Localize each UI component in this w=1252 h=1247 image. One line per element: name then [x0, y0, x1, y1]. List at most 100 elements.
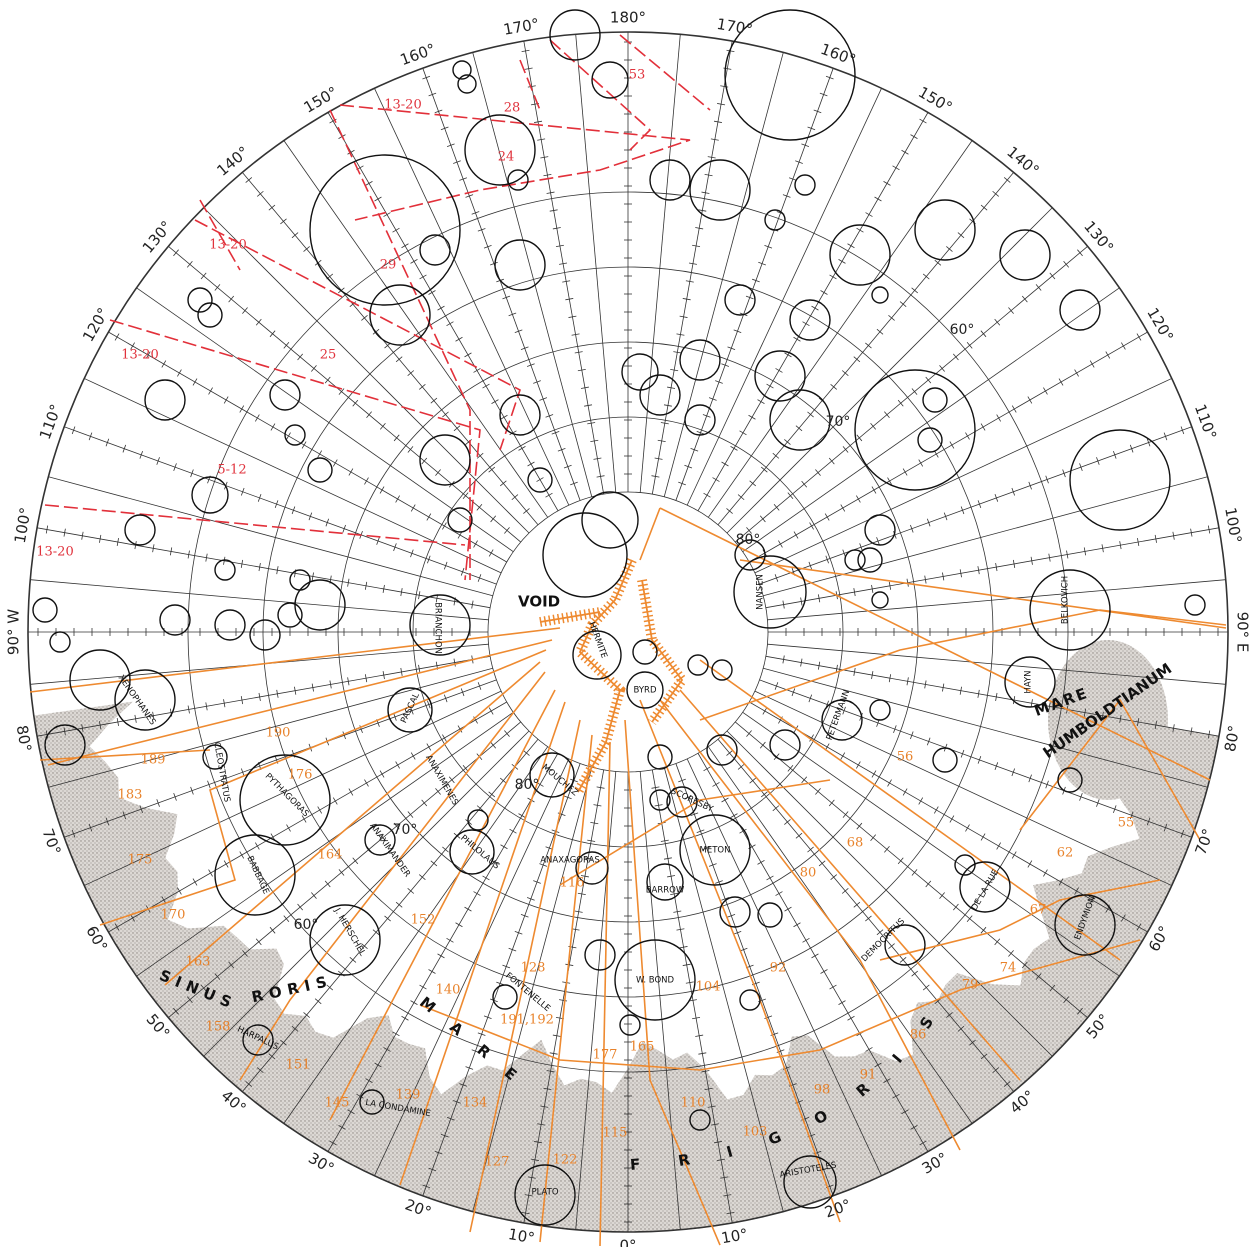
meridian [763, 476, 1208, 597]
meridian-tick [421, 457, 428, 465]
crater [499, 394, 541, 436]
meridian-tick [676, 928, 685, 931]
meridian-tick [130, 914, 135, 922]
meridian-tick [842, 811, 849, 818]
meridian-tick [1190, 727, 1193, 736]
meridian [472, 52, 593, 497]
meridian-tick [527, 1176, 536, 1179]
meridian-tick [911, 388, 918, 395]
meridian [697, 112, 929, 511]
crater [679, 339, 721, 381]
meridian-tick [695, 1034, 704, 1037]
meridian-tick [490, 261, 498, 266]
latitude-label: 70° [826, 414, 851, 430]
meridian-tick [926, 518, 931, 527]
meridian-tick [703, 492, 711, 498]
meridian-tick [587, 839, 596, 842]
meridian-tick [258, 563, 261, 572]
meridian-tick [348, 788, 354, 796]
meridian-tick [410, 258, 418, 264]
meridian [108, 701, 507, 933]
meridian-tick [698, 1052, 707, 1055]
meridian-tick [1129, 811, 1134, 820]
meridian-tick [587, 422, 596, 425]
meridian-tick [721, 363, 730, 367]
meridian-tick [856, 227, 864, 233]
meridian-tick [465, 1066, 474, 1070]
zone-number: 176 [288, 768, 313, 783]
meridian-tick [835, 664, 838, 673]
meridian-tick [462, 764, 469, 772]
meridian-tick [549, 209, 558, 212]
meridian-tick [190, 786, 194, 795]
meridian-tick [977, 566, 980, 575]
meridian-tick [842, 446, 849, 453]
crater [214, 834, 296, 916]
meridian-tick [838, 258, 846, 264]
meridian-tick [446, 143, 455, 147]
meridian-tick [702, 414, 711, 418]
meridian-tick [774, 682, 779, 690]
meridian-tick [749, 480, 757, 487]
meridian-tick [992, 1067, 999, 1074]
meridian-tick [393, 434, 400, 442]
meridian-tick [807, 411, 814, 418]
meridian-tick [703, 766, 711, 772]
meridian-tick [303, 246, 310, 252]
crater [572, 630, 622, 680]
meridian [283, 140, 549, 518]
meridian-tick [1119, 541, 1122, 550]
meridian [717, 172, 1014, 526]
meridian-tick [980, 330, 987, 338]
meridian-tick [526, 897, 535, 901]
meridian-tick [280, 218, 287, 225]
meridian-tick [527, 461, 535, 467]
meridian-tick [482, 875, 490, 881]
mare-frigoris-area [28, 701, 1224, 1232]
meridian-tick [533, 880, 541, 884]
meridian-tick [347, 1109, 355, 1115]
meridian-tick [1030, 556, 1033, 565]
meridian-tick [721, 897, 730, 901]
meridian-tick [422, 75, 431, 80]
meridian-tick [733, 329, 742, 334]
crater [864, 514, 896, 546]
meridian-tick [283, 915, 290, 923]
meridian [726, 207, 1053, 534]
meridian-tick [1043, 387, 1048, 395]
meridian [767, 643, 1226, 685]
meridian-tick [1172, 724, 1175, 733]
zone-number: 189 [141, 753, 166, 768]
meridian-tick [811, 953, 819, 959]
meridian-tick [580, 386, 589, 389]
meridian-tick [192, 378, 198, 386]
meridian-tick [173, 463, 177, 472]
meridian-tick [829, 274, 837, 280]
meridian [675, 68, 834, 501]
meridian [697, 753, 929, 1152]
meridian-tick [1129, 444, 1134, 453]
meridian-tick [437, 305, 445, 311]
meridian-tick [887, 477, 892, 485]
meridian-tick [453, 658, 456, 667]
meridian-tick [1083, 547, 1087, 556]
meridian-tick [704, 1087, 713, 1091]
meridian-tick [748, 414, 756, 420]
meridian-tick [1154, 721, 1157, 730]
latitude-label: 60° [950, 322, 975, 338]
meridian-tick [830, 383, 838, 390]
meridian-tick [190, 469, 194, 478]
meridian-tick [240, 487, 245, 496]
meridian-tick [795, 425, 803, 432]
crater [1069, 429, 1171, 531]
meridian-tick [762, 707, 768, 715]
crater [871, 591, 889, 609]
crater [249, 619, 281, 651]
crater [202, 744, 228, 770]
meridian-tick [460, 688, 465, 697]
meridian-tick [223, 860, 229, 868]
longitude-label: 90° E [1234, 612, 1252, 653]
meridian-tick [286, 432, 291, 440]
meridian-tick [511, 494, 519, 501]
meridian [726, 730, 1053, 1057]
